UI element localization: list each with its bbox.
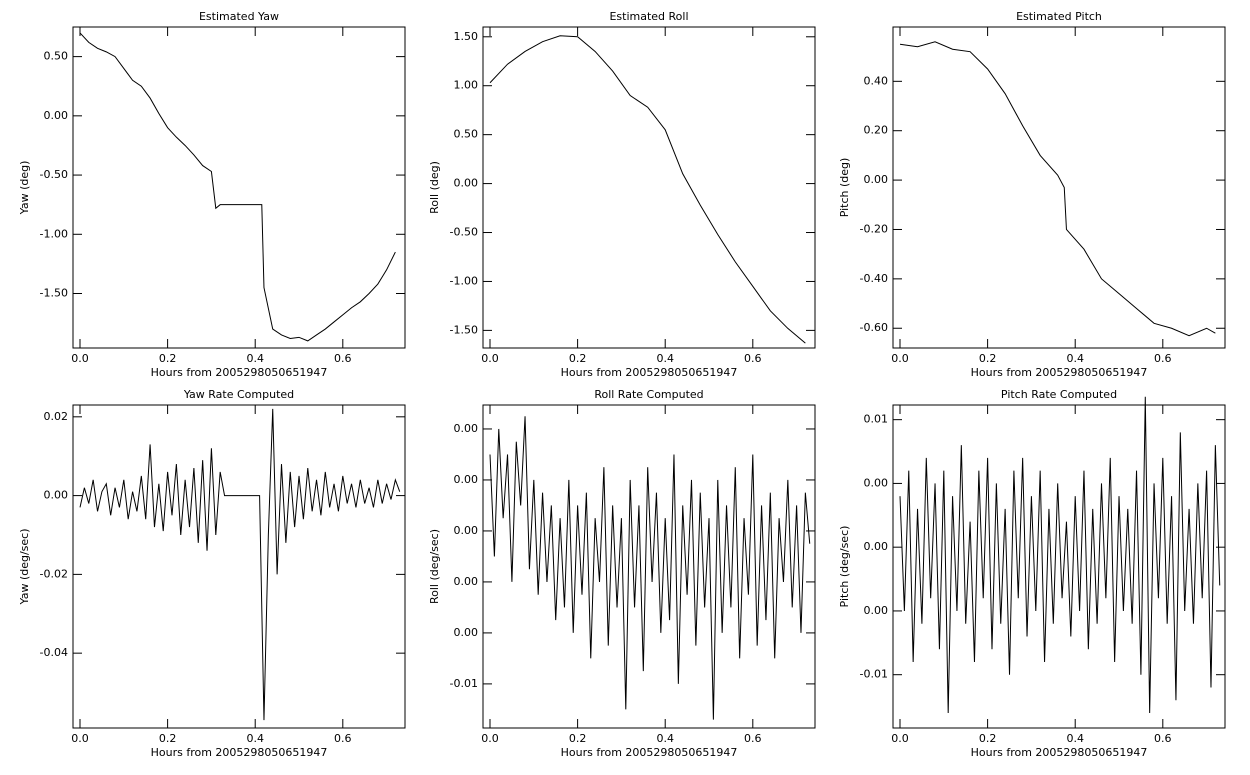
y-tick-label: 0.00 <box>864 173 889 186</box>
x-tick-label: 0.4 <box>656 732 674 745</box>
data-line <box>489 35 806 344</box>
chart-title: Yaw Rate Computed <box>183 388 294 401</box>
y-axis-label: Yaw (deg/sec) <box>18 528 31 605</box>
chart-title: Estimated Yaw <box>199 10 279 23</box>
plot-frame <box>482 26 816 349</box>
x-tick-label: 0.6 <box>744 352 762 365</box>
y-tick-label: 0.00 <box>454 177 479 190</box>
y-tick-label: -0.20 <box>860 222 888 235</box>
x-tick-label: 0.6 <box>744 732 762 745</box>
x-tick-label: 0.4 <box>656 352 674 365</box>
y-axis-label: Roll (deg) <box>428 161 441 214</box>
x-tick-label: 0.6 <box>1154 732 1172 745</box>
x-axis-label: Hours from 2005298050651947 <box>971 746 1148 759</box>
y-tick-label: 0.00 <box>44 109 69 122</box>
x-tick-label: 0.2 <box>159 352 177 365</box>
y-tick-label: 0.02 <box>44 410 69 423</box>
x-axis-label: Hours from 2005298050651947 <box>971 366 1148 379</box>
data-line <box>489 416 811 720</box>
y-tick-label: 0.00 <box>864 540 889 553</box>
y-axis-label: Pitch (deg) <box>838 158 851 218</box>
y-tick-label: -1.00 <box>40 227 68 240</box>
x-tick-label: 0.2 <box>569 352 587 365</box>
y-tick-label: 0.20 <box>864 124 889 137</box>
y-tick-label: 1.00 <box>454 79 479 92</box>
x-tick-label: 0.2 <box>979 352 997 365</box>
plot-frame <box>892 26 1226 349</box>
x-tick-label: 0.2 <box>569 732 587 745</box>
x-axis-label: Hours from 2005298050651947 <box>151 366 328 379</box>
y-axis-label: Yaw (deg) <box>18 161 31 216</box>
y-tick-label: -1.50 <box>40 287 68 300</box>
y-tick-label: -0.50 <box>40 168 68 181</box>
y-tick-label: -1.50 <box>450 323 478 336</box>
x-tick-label: 0.0 <box>891 352 909 365</box>
y-tick-label: 0.00 <box>454 422 479 435</box>
x-tick-label: 0.4 <box>246 732 264 745</box>
x-tick-label: 0.0 <box>891 732 909 745</box>
x-tick-label: 0.2 <box>159 732 177 745</box>
x-tick-label: 0.4 <box>1066 352 1084 365</box>
y-tick-label: 0.00 <box>864 604 889 617</box>
x-tick-label: 0.6 <box>334 732 352 745</box>
y-tick-label: -0.01 <box>860 668 888 681</box>
x-tick-label: 0.0 <box>71 732 89 745</box>
y-tick-label: 0.01 <box>864 413 889 426</box>
plot-frame <box>72 26 406 349</box>
chart-title: Pitch Rate Computed <box>1001 388 1117 401</box>
y-tick-label: -0.04 <box>40 646 68 659</box>
y-tick-label: 0.00 <box>454 575 479 588</box>
data-line <box>899 396 1221 713</box>
y-tick-label: 0.50 <box>454 128 479 141</box>
plot-frame <box>482 404 816 729</box>
y-tick-label: -0.60 <box>860 321 888 334</box>
x-tick-label: 0.6 <box>334 352 352 365</box>
x-axis-label: Hours from 2005298050651947 <box>151 746 328 759</box>
y-tick-label: 0.00 <box>864 476 889 489</box>
plot-frame <box>892 404 1226 729</box>
x-tick-label: 0.4 <box>1066 732 1084 745</box>
y-tick-label: 0.00 <box>454 473 479 486</box>
x-tick-label: 0.0 <box>481 352 499 365</box>
data-line <box>899 41 1216 337</box>
y-axis-label: Roll (deg/sec) <box>428 529 441 604</box>
y-tick-label: -0.01 <box>450 677 478 690</box>
y-tick-label: -0.40 <box>860 272 888 285</box>
x-tick-label: 0.0 <box>481 732 499 745</box>
x-axis-label: Hours from 2005298050651947 <box>561 366 738 379</box>
y-tick-label: 1.50 <box>454 30 479 43</box>
y-tick-label: 0.00 <box>454 626 479 639</box>
y-tick-label: 0.50 <box>44 50 69 63</box>
chart-title: Estimated Roll <box>609 10 688 23</box>
y-tick-label: -1.00 <box>450 274 478 287</box>
x-tick-label: 0.2 <box>979 732 997 745</box>
y-tick-label: 0.00 <box>44 489 69 502</box>
chart-title: Estimated Pitch <box>1016 10 1102 23</box>
chart-title: Roll Rate Computed <box>594 388 703 401</box>
y-tick-label: 0.00 <box>454 524 479 537</box>
data-line <box>79 408 401 721</box>
x-axis-label: Hours from 2005298050651947 <box>561 746 738 759</box>
y-tick-label: -0.02 <box>40 567 68 580</box>
x-tick-label: 0.0 <box>71 352 89 365</box>
x-tick-label: 0.4 <box>246 352 264 365</box>
plot-frame <box>72 404 406 729</box>
data-line <box>79 32 396 342</box>
y-tick-label: -0.50 <box>450 226 478 239</box>
y-tick-label: 0.40 <box>864 74 889 87</box>
x-tick-label: 0.6 <box>1154 352 1172 365</box>
y-axis-label: Pitch (deg/sec) <box>838 526 851 608</box>
